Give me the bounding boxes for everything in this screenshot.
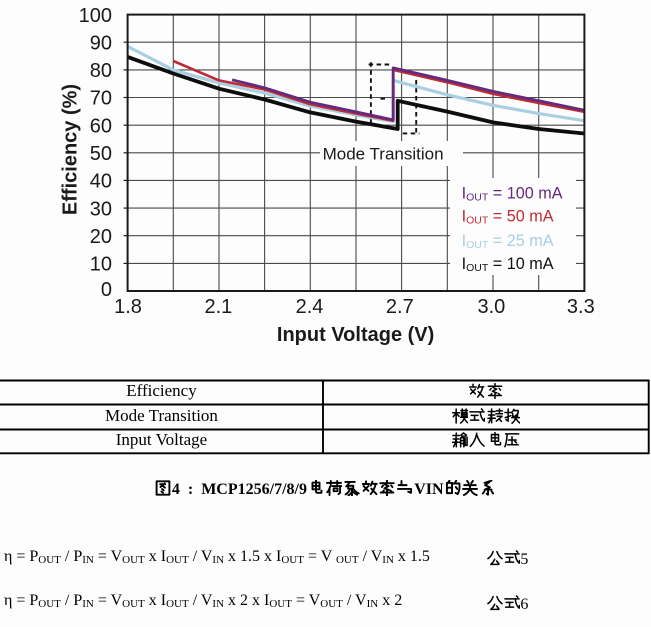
svg-text:3.0: 3.0 xyxy=(477,296,505,318)
svg-text:10: 10 xyxy=(90,254,112,276)
svg-text:Mode Transition: Mode Transition xyxy=(323,145,444,164)
svg-text:Efficiency (%): Efficiency (%) xyxy=(60,84,82,215)
svg-text:70: 70 xyxy=(90,88,112,110)
svg-text:50: 50 xyxy=(90,143,112,165)
svg-text:60: 60 xyxy=(90,115,112,137)
svg-text:2.4: 2.4 xyxy=(296,296,324,318)
svg-text:100: 100 xyxy=(79,5,112,27)
svg-text:2.7: 2.7 xyxy=(386,296,414,318)
svg-text:1.8: 1.8 xyxy=(114,296,142,318)
svg-text:40: 40 xyxy=(90,171,112,193)
svg-text:Input Voltage (V): Input Voltage (V) xyxy=(277,324,434,346)
svg-text:80: 80 xyxy=(90,60,112,82)
svg-text:30: 30 xyxy=(90,198,112,220)
svg-text:0: 0 xyxy=(101,279,112,301)
svg-text:2.1: 2.1 xyxy=(204,296,232,318)
svg-text:90: 90 xyxy=(90,32,112,54)
svg-text:20: 20 xyxy=(90,226,112,248)
svg-text:3.3: 3.3 xyxy=(567,296,595,318)
